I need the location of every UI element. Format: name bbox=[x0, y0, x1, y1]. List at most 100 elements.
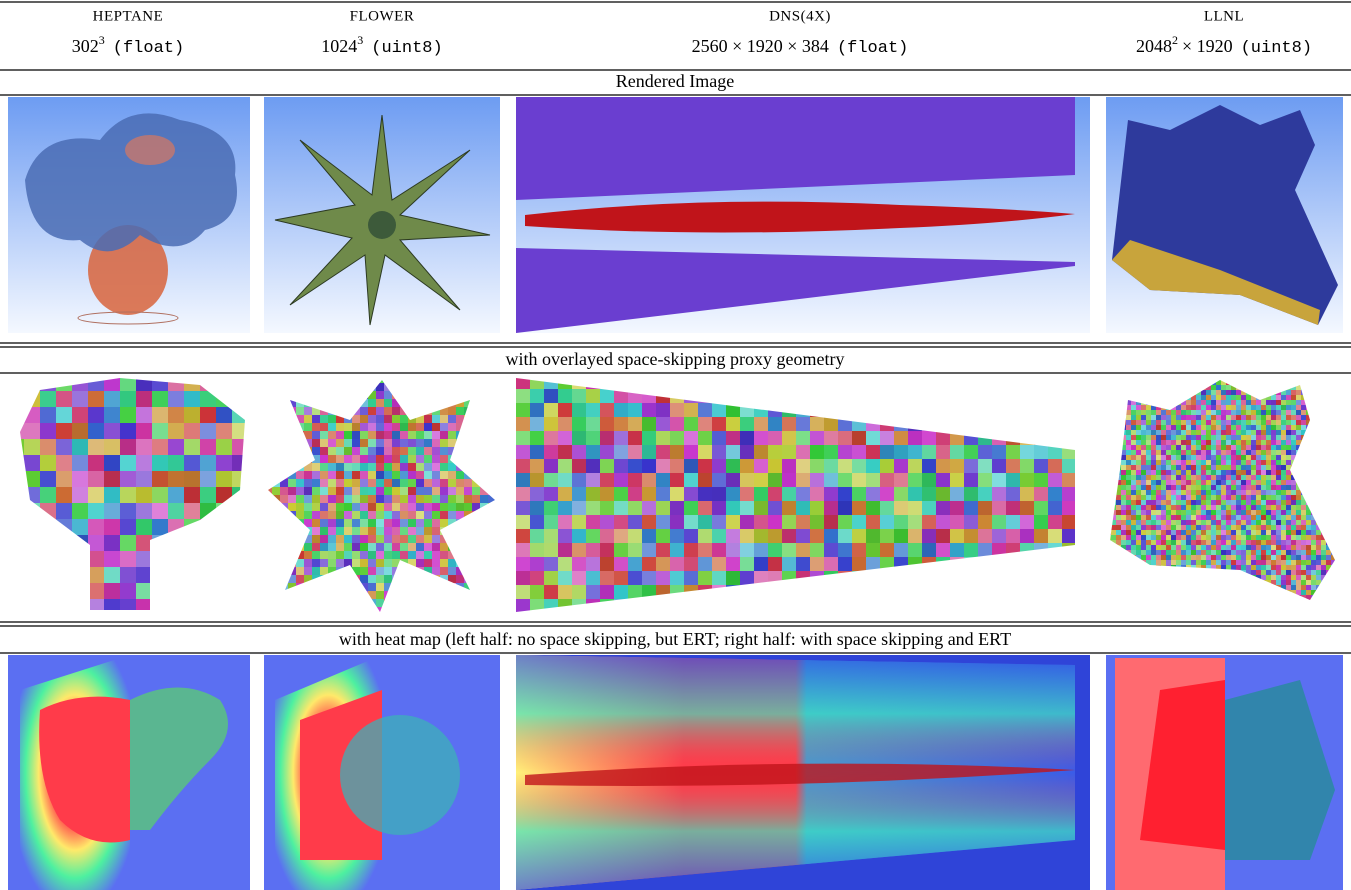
proxy-cell bbox=[1236, 545, 1241, 550]
proxy-cell bbox=[586, 557, 600, 571]
proxy-cell bbox=[1216, 480, 1221, 485]
proxy-cell bbox=[1141, 410, 1146, 415]
proxy-cell bbox=[480, 415, 488, 423]
proxy-cell bbox=[642, 585, 656, 599]
proxy-cell bbox=[1336, 415, 1341, 420]
proxy-cell bbox=[1241, 395, 1246, 400]
proxy-cell bbox=[1116, 380, 1121, 385]
proxy-cell bbox=[1251, 425, 1256, 430]
proxy-cell bbox=[1226, 375, 1231, 380]
proxy-cell bbox=[56, 455, 72, 471]
proxy-cell bbox=[24, 455, 40, 471]
proxy-cell bbox=[296, 583, 304, 591]
proxy-cell bbox=[1301, 580, 1306, 585]
proxy-cell bbox=[1166, 455, 1171, 460]
proxy-cell bbox=[448, 519, 456, 527]
proxy-cell bbox=[1186, 495, 1191, 500]
proxy-cell bbox=[712, 473, 726, 487]
proxy-cell bbox=[1201, 445, 1206, 450]
proxy-cell bbox=[1111, 385, 1116, 390]
proxy-cell bbox=[408, 487, 416, 495]
proxy-cell bbox=[1326, 575, 1331, 580]
proxy-cell bbox=[978, 417, 992, 431]
proxy-cell bbox=[480, 551, 488, 559]
proxy-cell bbox=[1306, 575, 1311, 580]
proxy-cell bbox=[1062, 445, 1076, 459]
proxy-cell bbox=[336, 567, 344, 575]
proxy-cell bbox=[336, 455, 344, 463]
proxy-cell bbox=[894, 417, 908, 431]
proxy-cell bbox=[1121, 515, 1126, 520]
proxy-cell bbox=[1311, 520, 1316, 525]
proxy-cell bbox=[1171, 465, 1176, 470]
proxy-cell bbox=[600, 487, 614, 501]
proxy-cell bbox=[1106, 535, 1111, 540]
proxy-cell bbox=[352, 383, 360, 391]
proxy-cell bbox=[1296, 580, 1301, 585]
proxy-cell bbox=[312, 551, 320, 559]
proxy-cell bbox=[544, 557, 558, 571]
proxy-cell bbox=[1236, 520, 1241, 525]
proxy-cell bbox=[368, 447, 376, 455]
proxy-cell bbox=[1331, 490, 1336, 495]
proxy-cell bbox=[400, 511, 408, 519]
proxy-cell bbox=[628, 599, 642, 613]
proxy-cell bbox=[1261, 430, 1266, 435]
proxy-cell bbox=[1236, 580, 1241, 585]
proxy-cell bbox=[978, 571, 992, 585]
proxy-cell bbox=[1166, 425, 1171, 430]
proxy-cell bbox=[866, 389, 880, 403]
proxy-cell bbox=[1221, 540, 1226, 545]
proxy-cell bbox=[1146, 590, 1151, 595]
proxy-cell bbox=[360, 375, 368, 383]
proxy-cell bbox=[312, 447, 320, 455]
proxy-cell bbox=[796, 445, 810, 459]
proxy-cell bbox=[40, 599, 56, 615]
proxy-cell bbox=[1156, 435, 1161, 440]
proxy-cell bbox=[1311, 565, 1316, 570]
proxy-cell bbox=[600, 375, 614, 389]
proxy-cell bbox=[304, 599, 312, 607]
proxy-cell bbox=[964, 417, 978, 431]
proxy-cell bbox=[1276, 405, 1281, 410]
proxy-cell bbox=[336, 607, 344, 615]
proxy-cell bbox=[516, 543, 530, 557]
proxy-cell bbox=[1256, 420, 1261, 425]
proxy-cell bbox=[496, 535, 504, 543]
proxy-cell bbox=[1276, 445, 1281, 450]
proxy-cell bbox=[1286, 545, 1291, 550]
proxy-cell bbox=[1266, 420, 1271, 425]
proxy-cell bbox=[1296, 415, 1301, 420]
proxy-cell bbox=[1271, 535, 1276, 540]
proxy-cell bbox=[1281, 445, 1286, 450]
proxy-cell bbox=[1116, 420, 1121, 425]
proxy-cell bbox=[424, 415, 432, 423]
proxy-cell bbox=[1236, 380, 1241, 385]
proxy-cell bbox=[1331, 610, 1336, 615]
proxy-cell bbox=[280, 559, 288, 567]
proxy-cell bbox=[1131, 550, 1136, 555]
proxy-cell bbox=[376, 519, 384, 527]
proxy-cell bbox=[1201, 440, 1206, 445]
proxy-cell bbox=[1166, 435, 1171, 440]
proxy-cell bbox=[456, 527, 464, 535]
proxy-cell bbox=[1166, 470, 1171, 475]
proxy-cell bbox=[440, 551, 448, 559]
proxy-cell bbox=[1186, 375, 1191, 380]
proxy-cell bbox=[1221, 495, 1226, 500]
proxy-cell bbox=[1341, 400, 1346, 405]
proxy-cell bbox=[1231, 555, 1236, 560]
proxy-cell bbox=[1326, 545, 1331, 550]
proxy-cell bbox=[1151, 450, 1156, 455]
proxy-cell bbox=[1256, 470, 1261, 475]
proxy-cell bbox=[1106, 420, 1111, 425]
proxy-cell bbox=[416, 479, 424, 487]
proxy-cell bbox=[1116, 535, 1121, 540]
proxy-cell bbox=[1331, 525, 1336, 530]
proxy-cell bbox=[288, 407, 296, 415]
proxy-cell bbox=[368, 439, 376, 447]
proxy-cell bbox=[1156, 610, 1161, 615]
proxy-cell bbox=[1126, 515, 1131, 520]
proxy-cell bbox=[1156, 605, 1161, 610]
proxy-cell bbox=[1020, 389, 1034, 403]
